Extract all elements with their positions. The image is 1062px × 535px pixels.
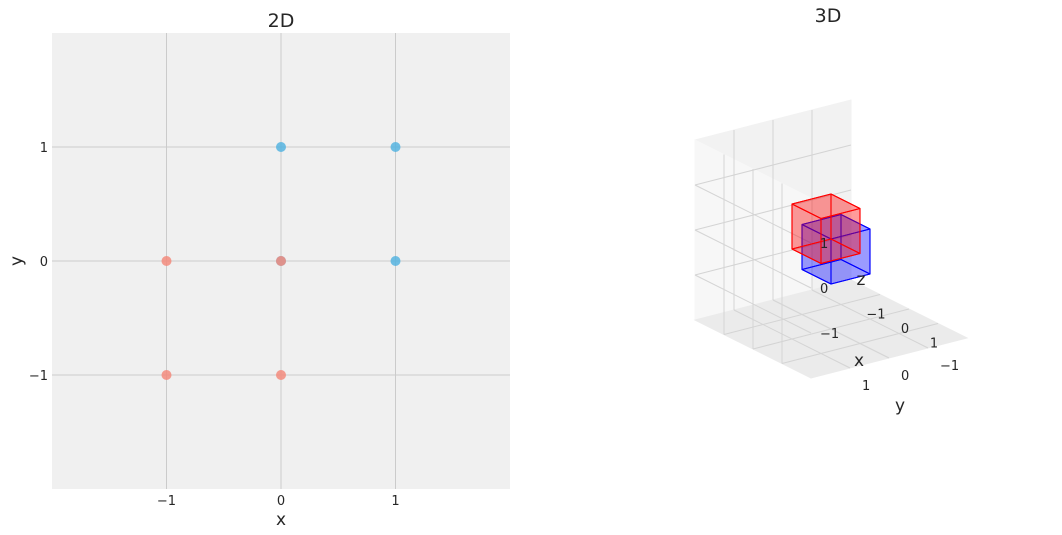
data-point-2d [276, 256, 286, 266]
voxel-face-3d [830, 193, 861, 255]
grid-3d [694, 110, 939, 369]
cubes-3d [791, 193, 871, 285]
x-tick-label-2d: 0 [277, 494, 285, 509]
chart-3d: −101−101−101 3D x y z [693, 5, 969, 416]
x-tick-label-2d: −1 [157, 494, 176, 509]
z-tick-label-3d: 1 [820, 237, 828, 252]
y-tick-label-3d: −1 [940, 359, 959, 374]
z-gridline-side-3d [694, 229, 812, 289]
z-gridline-back-3d [694, 144, 852, 186]
chart-title-3d: 3D [815, 5, 842, 27]
data-point-2d [390, 256, 401, 266]
z-gridline-side-3d [694, 274, 812, 334]
z-axis-label-3d: z [857, 270, 866, 290]
data-point-2d [276, 370, 286, 380]
x-tick-label-3d: −1 [866, 308, 885, 323]
y-tick-label-2d: 0 [40, 255, 48, 270]
points-2d [161, 142, 401, 380]
y-axis-label-2d: y [7, 256, 27, 266]
z-tick-label-3d: −1 [820, 327, 839, 342]
z-tick-label-3d: 0 [820, 282, 828, 297]
data-point-2d [276, 142, 286, 152]
data-point-2d [161, 256, 172, 266]
y-gridline-floor-3d [811, 289, 929, 349]
y-gridline-floor-3d [733, 309, 851, 369]
x-tick-label-2d: 1 [391, 494, 399, 509]
y-tick-label-3d: 1 [862, 379, 870, 394]
chart-title-2d: 2D [268, 10, 295, 32]
chart-2d: −1 0 1 −1 0 1 2D x y [7, 10, 510, 530]
x-tick-label-3d: 0 [901, 322, 909, 337]
ticks-2d: −1 0 1 −1 0 1 [29, 141, 400, 509]
x-axis-label-2d: x [276, 510, 286, 530]
voxel-face-3d [791, 203, 822, 265]
y-tick-label-3d: 0 [901, 369, 909, 384]
x-tick-label-3d: 1 [930, 337, 938, 352]
z-gridline-back-3d [694, 189, 852, 231]
data-point-2d [161, 370, 172, 380]
z-gridline-back-3d [694, 234, 852, 276]
y-tick-label-2d: −1 [29, 369, 48, 384]
y-axis-label-3d: y [895, 396, 905, 416]
data-point-2d [390, 142, 401, 152]
x-axis-label-3d: x [854, 351, 864, 371]
voxel-cube-3d [791, 193, 861, 265]
y-gridline-floor-3d [772, 299, 890, 359]
ticks-3d: −101−101−101 [820, 237, 959, 394]
voxel-face-3d [840, 213, 871, 275]
y-tick-label-2d: 1 [40, 141, 48, 156]
